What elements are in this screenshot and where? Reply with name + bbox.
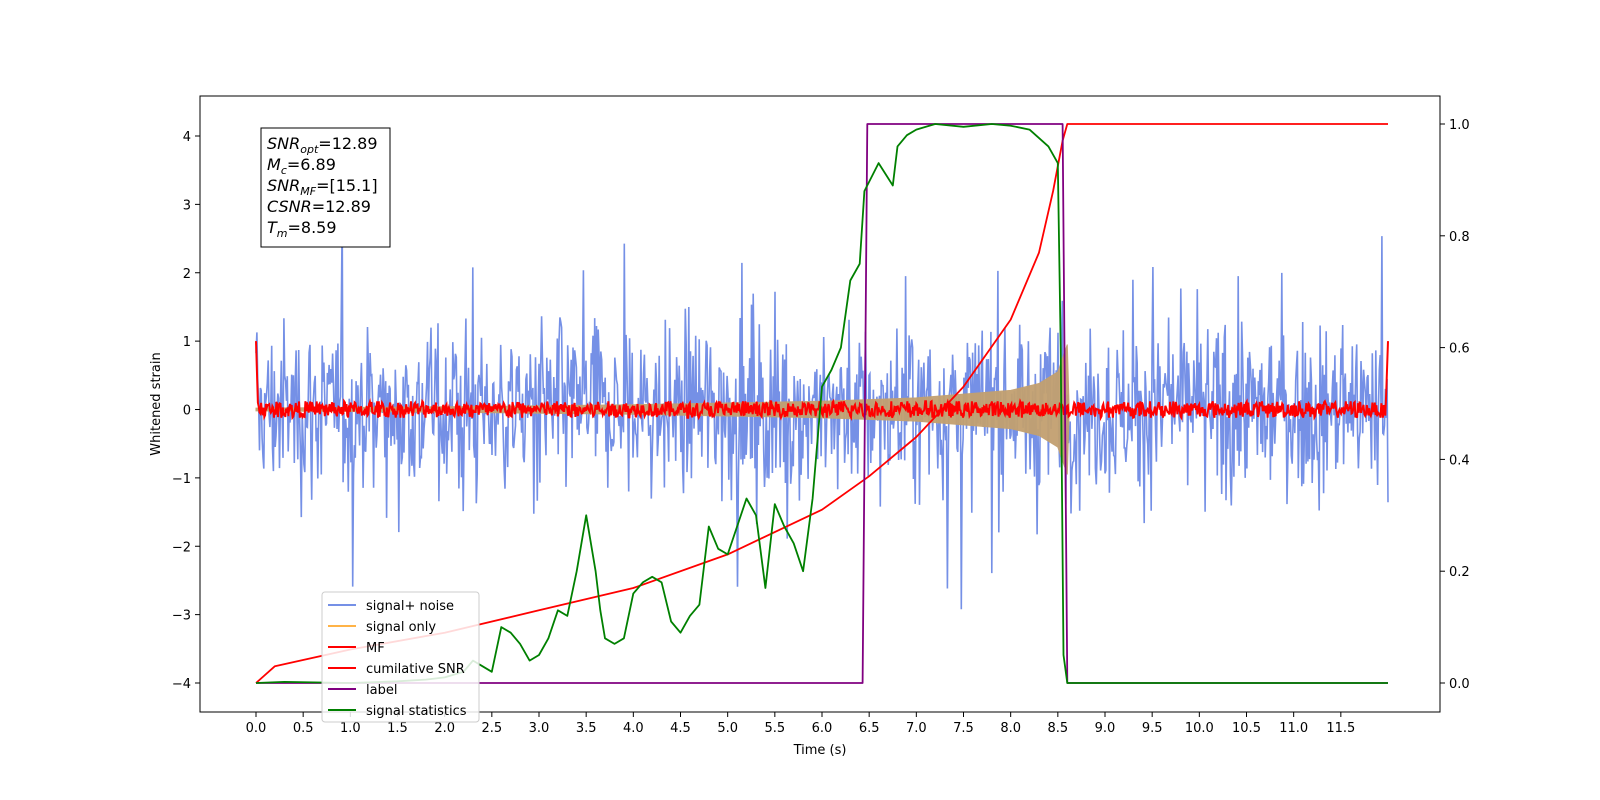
series-signal-noise	[255, 214, 1389, 610]
x-tick-label: 7.0	[906, 721, 927, 736]
x-tick-label: 9.0	[1095, 721, 1116, 736]
y2-tick-label: 0.8	[1449, 230, 1470, 245]
x-tick-label: 7.5	[953, 721, 974, 736]
x-tick-label: 10.5	[1232, 721, 1261, 736]
x-tick-label: 4.5	[670, 721, 691, 736]
legend-label: cumilative SNR	[366, 662, 465, 677]
legend: signal+ noise signal only MF cumilative SNR…	[321, 591, 480, 723]
y-tick-label: 1	[183, 335, 191, 350]
x-tick-label: 3.5	[576, 721, 597, 736]
legend-frame	[321, 591, 480, 723]
plot-frame	[199, 95, 1441, 713]
legend-label: signal only	[366, 620, 436, 635]
x-tick-label: 9.5	[1142, 721, 1163, 736]
series-mf	[255, 341, 1389, 422]
x-axis-title: Time (s)	[793, 743, 847, 758]
y-tick-label: −1	[172, 472, 191, 487]
annotation-box: SNRopt=12.89Mc=6.89SNRMF=[15.1]CSNR=12.8…	[260, 127, 391, 248]
y-tick-label: 2	[183, 267, 191, 282]
axes-layer: 0.0 0.5 1.0 1.5 2.0 2.5 3.0 3.5 4.0 4.5 5.0 5.5 6.0 6…	[172, 118, 1470, 736]
x-tick-label: 6.0	[812, 721, 833, 736]
x-tick-label: 5.0	[717, 721, 738, 736]
x-tick-label: 1.5	[387, 721, 408, 736]
x-tick-label: 10.0	[1185, 721, 1214, 736]
annotation-line: CSNR=12.89	[267, 197, 371, 216]
x-tick-label: 1.0	[340, 721, 361, 736]
annotation-line: SNRMF=[15.1]	[267, 176, 378, 198]
legend-label: signal+ noise	[366, 599, 454, 614]
x-tick-label: 11.0	[1279, 721, 1308, 736]
x-tick-label: 2.0	[434, 721, 455, 736]
series-layer	[255, 123, 1389, 684]
annotation-line: Tm=8.59	[267, 218, 337, 240]
x-tick-label: 8.0	[1000, 721, 1021, 736]
x-tick-label: 6.5	[859, 721, 880, 736]
annotation-line: SNRopt=12.89	[267, 134, 378, 156]
y-axis-title: Whitened strain	[149, 352, 164, 455]
y2-tick-label: 0.2	[1449, 565, 1470, 580]
x-tick-label: 0.0	[246, 721, 267, 736]
x-tick-label: 8.5	[1047, 721, 1068, 736]
x-tick-label: 4.0	[623, 721, 644, 736]
y-tick-label: −4	[172, 677, 191, 692]
x-tick-label: 5.5	[764, 721, 785, 736]
y2-tick-label: 1.0	[1449, 118, 1470, 133]
series-signal-statistics	[255, 123, 1388, 684]
annotation-frame	[260, 127, 391, 248]
y2-tick-label: 0.4	[1449, 453, 1470, 468]
x-tick-label: 3.0	[529, 721, 550, 736]
x-tick-label: 2.5	[481, 721, 502, 736]
x-tick-label: 0.5	[293, 721, 314, 736]
y-tick-label: 3	[183, 198, 191, 213]
y-tick-label: 0	[183, 404, 191, 419]
legend-label: MF	[366, 641, 385, 656]
y2-tick-label: 0.0	[1449, 677, 1470, 692]
annotation-line: Mc=6.89	[267, 155, 336, 177]
legend-label: signal statistics	[366, 704, 467, 719]
y-tick-label: −3	[172, 609, 191, 624]
y2-tick-label: 0.6	[1449, 342, 1470, 357]
legend-label: label	[366, 683, 397, 698]
y-tick-label: 4	[183, 130, 191, 145]
y-tick-label: −2	[172, 540, 191, 555]
x-tick-label: 11.5	[1326, 721, 1355, 736]
